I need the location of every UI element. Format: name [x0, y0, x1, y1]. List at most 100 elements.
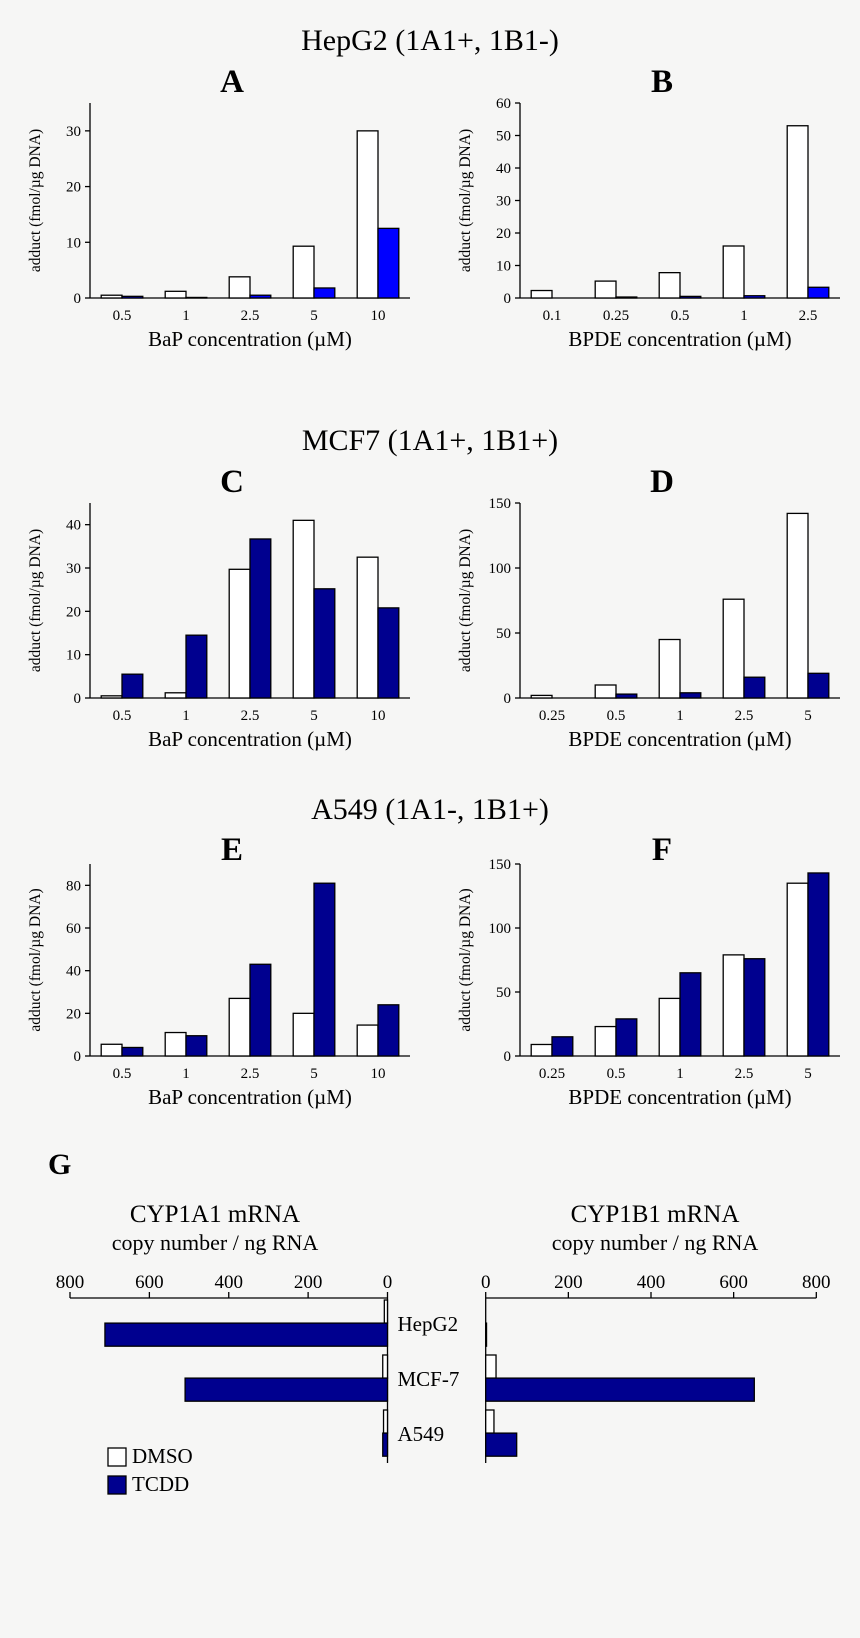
svg-text:B: B [651, 64, 673, 100]
svg-text:F: F [652, 832, 672, 868]
svg-text:0.1: 0.1 [543, 308, 562, 324]
svg-text:0: 0 [504, 291, 512, 307]
svg-text:1: 1 [676, 1066, 684, 1082]
svg-text:10: 10 [496, 259, 511, 275]
svg-text:adduct (fmol/µg DNA): adduct (fmol/µg DNA) [457, 529, 474, 672]
svg-text:MCF-7: MCF-7 [398, 1367, 460, 1391]
svg-text:150: 150 [489, 857, 512, 873]
svg-text:A549: A549 [398, 1422, 445, 1446]
svg-text:400: 400 [637, 1272, 666, 1293]
svg-text:60: 60 [496, 96, 511, 112]
svg-text:20: 20 [66, 1006, 81, 1022]
svg-text:adduct (fmol/µg DNA): adduct (fmol/µg DNA) [27, 529, 44, 672]
svg-text:60: 60 [66, 921, 81, 937]
svg-text:BPDE concentration (µM): BPDE concentration (µM) [568, 1085, 791, 1109]
svg-text:0.25: 0.25 [539, 1066, 565, 1082]
svg-text:50: 50 [496, 985, 511, 1001]
svg-text:1: 1 [182, 1066, 190, 1082]
svg-text:1: 1 [676, 708, 684, 724]
svg-text:A: A [220, 64, 244, 100]
svg-text:150: 150 [489, 496, 512, 512]
svg-text:1: 1 [182, 308, 190, 324]
svg-text:BaP concentration (µM): BaP concentration (µM) [148, 327, 352, 351]
svg-text:2.5: 2.5 [735, 1066, 754, 1082]
svg-text:100: 100 [489, 561, 512, 577]
svg-text:0: 0 [74, 691, 82, 707]
svg-text:HepG2: HepG2 [398, 1312, 459, 1336]
svg-text:40: 40 [66, 518, 81, 534]
svg-text:1: 1 [740, 308, 748, 324]
svg-text:2.5: 2.5 [241, 308, 260, 324]
svg-text:30: 30 [496, 194, 511, 210]
svg-text:CYP1A1 mRNA: CYP1A1 mRNA [130, 1201, 300, 1228]
svg-text:D: D [650, 464, 674, 500]
svg-text:BaP concentration (µM): BaP concentration (µM) [148, 727, 352, 751]
svg-text:30: 30 [66, 124, 81, 140]
svg-text:copy number / ng RNA: copy number / ng RNA [112, 1230, 319, 1255]
svg-text:1: 1 [182, 708, 190, 724]
svg-text:0: 0 [504, 691, 512, 707]
svg-text:10: 10 [371, 1066, 386, 1082]
svg-text:0: 0 [383, 1272, 393, 1293]
svg-text:2.5: 2.5 [241, 708, 260, 724]
svg-text:50: 50 [496, 626, 511, 642]
svg-text:5: 5 [310, 308, 318, 324]
svg-text:0: 0 [74, 291, 82, 307]
svg-text:10: 10 [371, 708, 386, 724]
svg-text:20: 20 [66, 604, 81, 620]
svg-text:E: E [221, 832, 243, 868]
svg-text:copy number / ng RNA: copy number / ng RNA [552, 1230, 759, 1255]
svg-text:BPDE concentration (µM): BPDE concentration (µM) [568, 727, 791, 751]
svg-text:0.5: 0.5 [607, 1066, 626, 1082]
svg-text:50: 50 [496, 129, 511, 145]
svg-text:40: 40 [66, 964, 81, 980]
svg-text:MCF7 (1A1+, 1B1+): MCF7 (1A1+, 1B1+) [302, 424, 558, 457]
svg-text:10: 10 [66, 648, 81, 664]
svg-text:TCDD: TCDD [132, 1472, 189, 1496]
svg-text:20: 20 [66, 180, 81, 196]
svg-text:0: 0 [504, 1049, 512, 1065]
svg-text:20: 20 [496, 226, 511, 242]
svg-text:0.5: 0.5 [671, 308, 690, 324]
svg-text:600: 600 [135, 1272, 164, 1293]
svg-text:800: 800 [802, 1272, 831, 1293]
svg-text:600: 600 [719, 1272, 748, 1293]
svg-text:adduct (fmol/µg DNA): adduct (fmol/µg DNA) [457, 888, 474, 1031]
svg-text:0.5: 0.5 [113, 708, 132, 724]
svg-text:30: 30 [66, 561, 81, 577]
svg-text:0.25: 0.25 [603, 308, 629, 324]
svg-text:100: 100 [489, 921, 512, 937]
svg-text:80: 80 [66, 878, 81, 894]
svg-text:10: 10 [371, 308, 386, 324]
svg-text:2.5: 2.5 [735, 708, 754, 724]
svg-text:800: 800 [56, 1272, 85, 1293]
svg-text:40: 40 [496, 161, 511, 177]
svg-text:0: 0 [481, 1272, 491, 1293]
svg-text:200: 200 [294, 1272, 323, 1293]
svg-text:10: 10 [66, 235, 81, 251]
svg-text:adduct (fmol/µg DNA): adduct (fmol/µg DNA) [27, 129, 44, 272]
svg-text:400: 400 [215, 1272, 244, 1293]
svg-text:G: G [48, 1148, 71, 1181]
svg-text:adduct (fmol/µg DNA): adduct (fmol/µg DNA) [27, 888, 44, 1031]
svg-text:0.5: 0.5 [113, 1066, 132, 1082]
svg-text:HepG2 (1A1+, 1B1-): HepG2 (1A1+, 1B1-) [301, 24, 559, 57]
svg-text:5: 5 [804, 1066, 812, 1082]
svg-text:0.5: 0.5 [113, 308, 132, 324]
svg-text:DMSO: DMSO [132, 1444, 193, 1468]
svg-text:A549 (1A1-, 1B1+): A549 (1A1-, 1B1+) [311, 793, 549, 826]
svg-text:adduct (fmol/µg DNA): adduct (fmol/µg DNA) [457, 129, 474, 272]
svg-text:2.5: 2.5 [799, 308, 818, 324]
svg-text:200: 200 [554, 1272, 583, 1293]
svg-text:0: 0 [74, 1049, 82, 1065]
svg-text:0.25: 0.25 [539, 708, 565, 724]
svg-text:C: C [220, 464, 244, 500]
svg-text:BaP concentration (µM): BaP concentration (µM) [148, 1085, 352, 1109]
svg-text:0.5: 0.5 [607, 708, 626, 724]
svg-text:2.5: 2.5 [241, 1066, 260, 1082]
svg-text:5: 5 [804, 708, 812, 724]
svg-text:5: 5 [310, 1066, 318, 1082]
svg-text:CYP1B1 mRNA: CYP1B1 mRNA [571, 1201, 740, 1228]
svg-text:BPDE concentration (µM): BPDE concentration (µM) [568, 327, 791, 351]
svg-text:5: 5 [310, 708, 318, 724]
